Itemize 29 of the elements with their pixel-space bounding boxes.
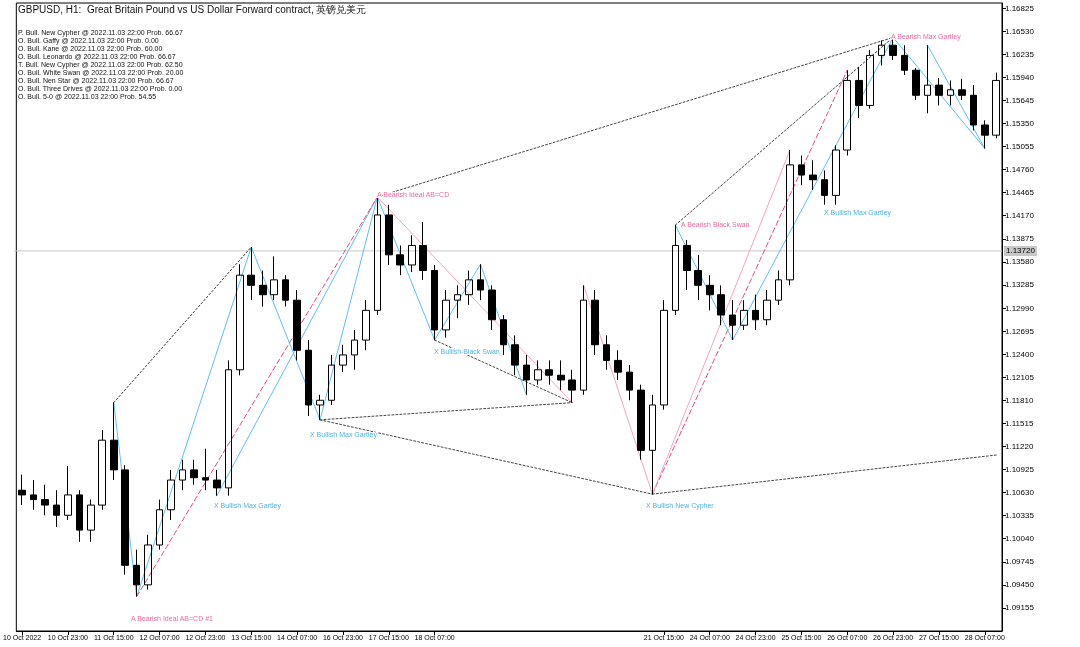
y-tick-label: 1.11220: [1005, 441, 1034, 451]
ref-line-label: 1.13720: [1006, 246, 1036, 256]
y-tick-label: 1.12105: [1005, 372, 1035, 382]
y-tick-label: 1.09745: [1005, 557, 1035, 567]
y-tick-label: 1.11810: [1005, 395, 1034, 405]
y-tick-label: 1.11515: [1005, 418, 1034, 428]
chart-title: GBPUSD, H1: Great Britain Pound vs US Dollar Forward contract, 英镑兑美元: [18, 3, 367, 15]
y-tick-label: 1.13285: [1005, 280, 1035, 290]
y-tick-label: 1.15940: [1005, 72, 1035, 82]
y-tick-label: 1.14170: [1005, 211, 1035, 221]
y-tick-label: 1.15350: [1005, 118, 1035, 128]
y-tick-label: 1.16530: [1005, 26, 1035, 36]
y-tick-label: 1.12400: [1005, 349, 1035, 359]
y-tick-label: 1.16235: [1005, 49, 1035, 59]
y-tick-label: 1.16825: [1005, 3, 1035, 13]
y-tick-label: 1.10630: [1005, 488, 1035, 498]
y-tick-label: 1.15055: [1005, 142, 1035, 152]
y-tick-label: 1.12990: [1005, 303, 1035, 313]
y-tick-label: 1.14760: [1005, 165, 1035, 175]
y-tick-label: 1.09450: [1005, 580, 1035, 590]
y-tick-label: 1.10335: [1005, 511, 1035, 521]
y-tick-label: 1.10040: [1005, 534, 1035, 544]
y-tick-label: 1.14465: [1005, 188, 1035, 198]
y-tick-label: 1.13875: [1005, 234, 1035, 244]
y-tick-label: 1.09155: [1005, 603, 1035, 613]
y-tick-label: 1.15645: [1005, 95, 1035, 105]
y-tick-label: 1.10925: [1005, 465, 1035, 474]
y-tick-label: 1.13580: [1005, 257, 1035, 267]
y-tick-label: 1.12695: [1005, 326, 1035, 336]
